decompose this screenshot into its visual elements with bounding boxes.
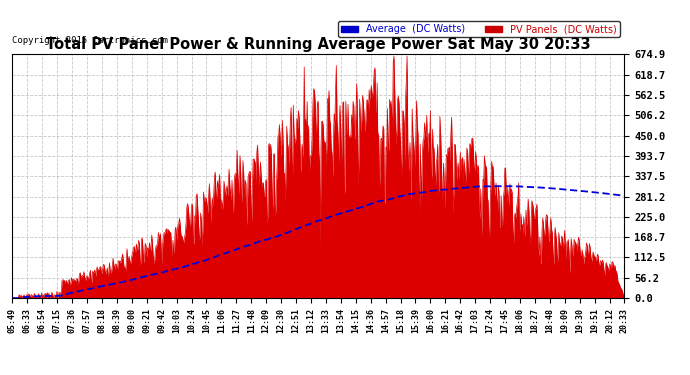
Text: Copyright 2015 Cartronics.com: Copyright 2015 Cartronics.com: [12, 36, 168, 45]
Legend: Average  (DC Watts), PV Panels  (DC Watts): Average (DC Watts), PV Panels (DC Watts): [338, 21, 620, 37]
Title: Total PV Panel Power & Running Average Power Sat May 30 20:33: Total PV Panel Power & Running Average P…: [46, 37, 591, 52]
